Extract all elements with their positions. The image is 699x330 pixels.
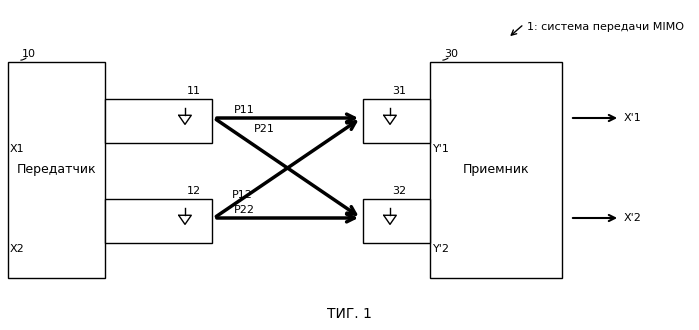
- Text: X'2: X'2: [624, 213, 642, 223]
- Text: P21: P21: [254, 124, 275, 134]
- Text: 32: 32: [392, 186, 406, 196]
- Text: P12: P12: [232, 190, 253, 200]
- Text: Y'2: Y'2: [433, 244, 450, 254]
- Text: 1: система передачи MIMO: 1: система передачи MIMO: [527, 22, 684, 32]
- Text: 30: 30: [444, 49, 458, 59]
- Text: ΤИГ. 1: ΤИГ. 1: [326, 307, 371, 321]
- Text: Приемник: Приемник: [463, 163, 529, 177]
- Polygon shape: [430, 62, 562, 278]
- Polygon shape: [105, 99, 212, 143]
- Text: 11: 11: [187, 86, 201, 96]
- Text: 12: 12: [187, 186, 201, 196]
- Polygon shape: [8, 62, 105, 278]
- Text: 10: 10: [22, 49, 36, 59]
- Text: X'1: X'1: [624, 113, 642, 123]
- Text: Передатчик: Передатчик: [17, 163, 96, 177]
- Text: Y'1: Y'1: [433, 144, 450, 154]
- Text: X1: X1: [10, 144, 24, 154]
- Polygon shape: [363, 99, 430, 143]
- Text: 31: 31: [392, 86, 406, 96]
- Text: P11: P11: [234, 105, 254, 115]
- Polygon shape: [105, 199, 212, 243]
- Text: P22: P22: [234, 205, 255, 215]
- Polygon shape: [363, 199, 430, 243]
- Text: X2: X2: [10, 244, 24, 254]
